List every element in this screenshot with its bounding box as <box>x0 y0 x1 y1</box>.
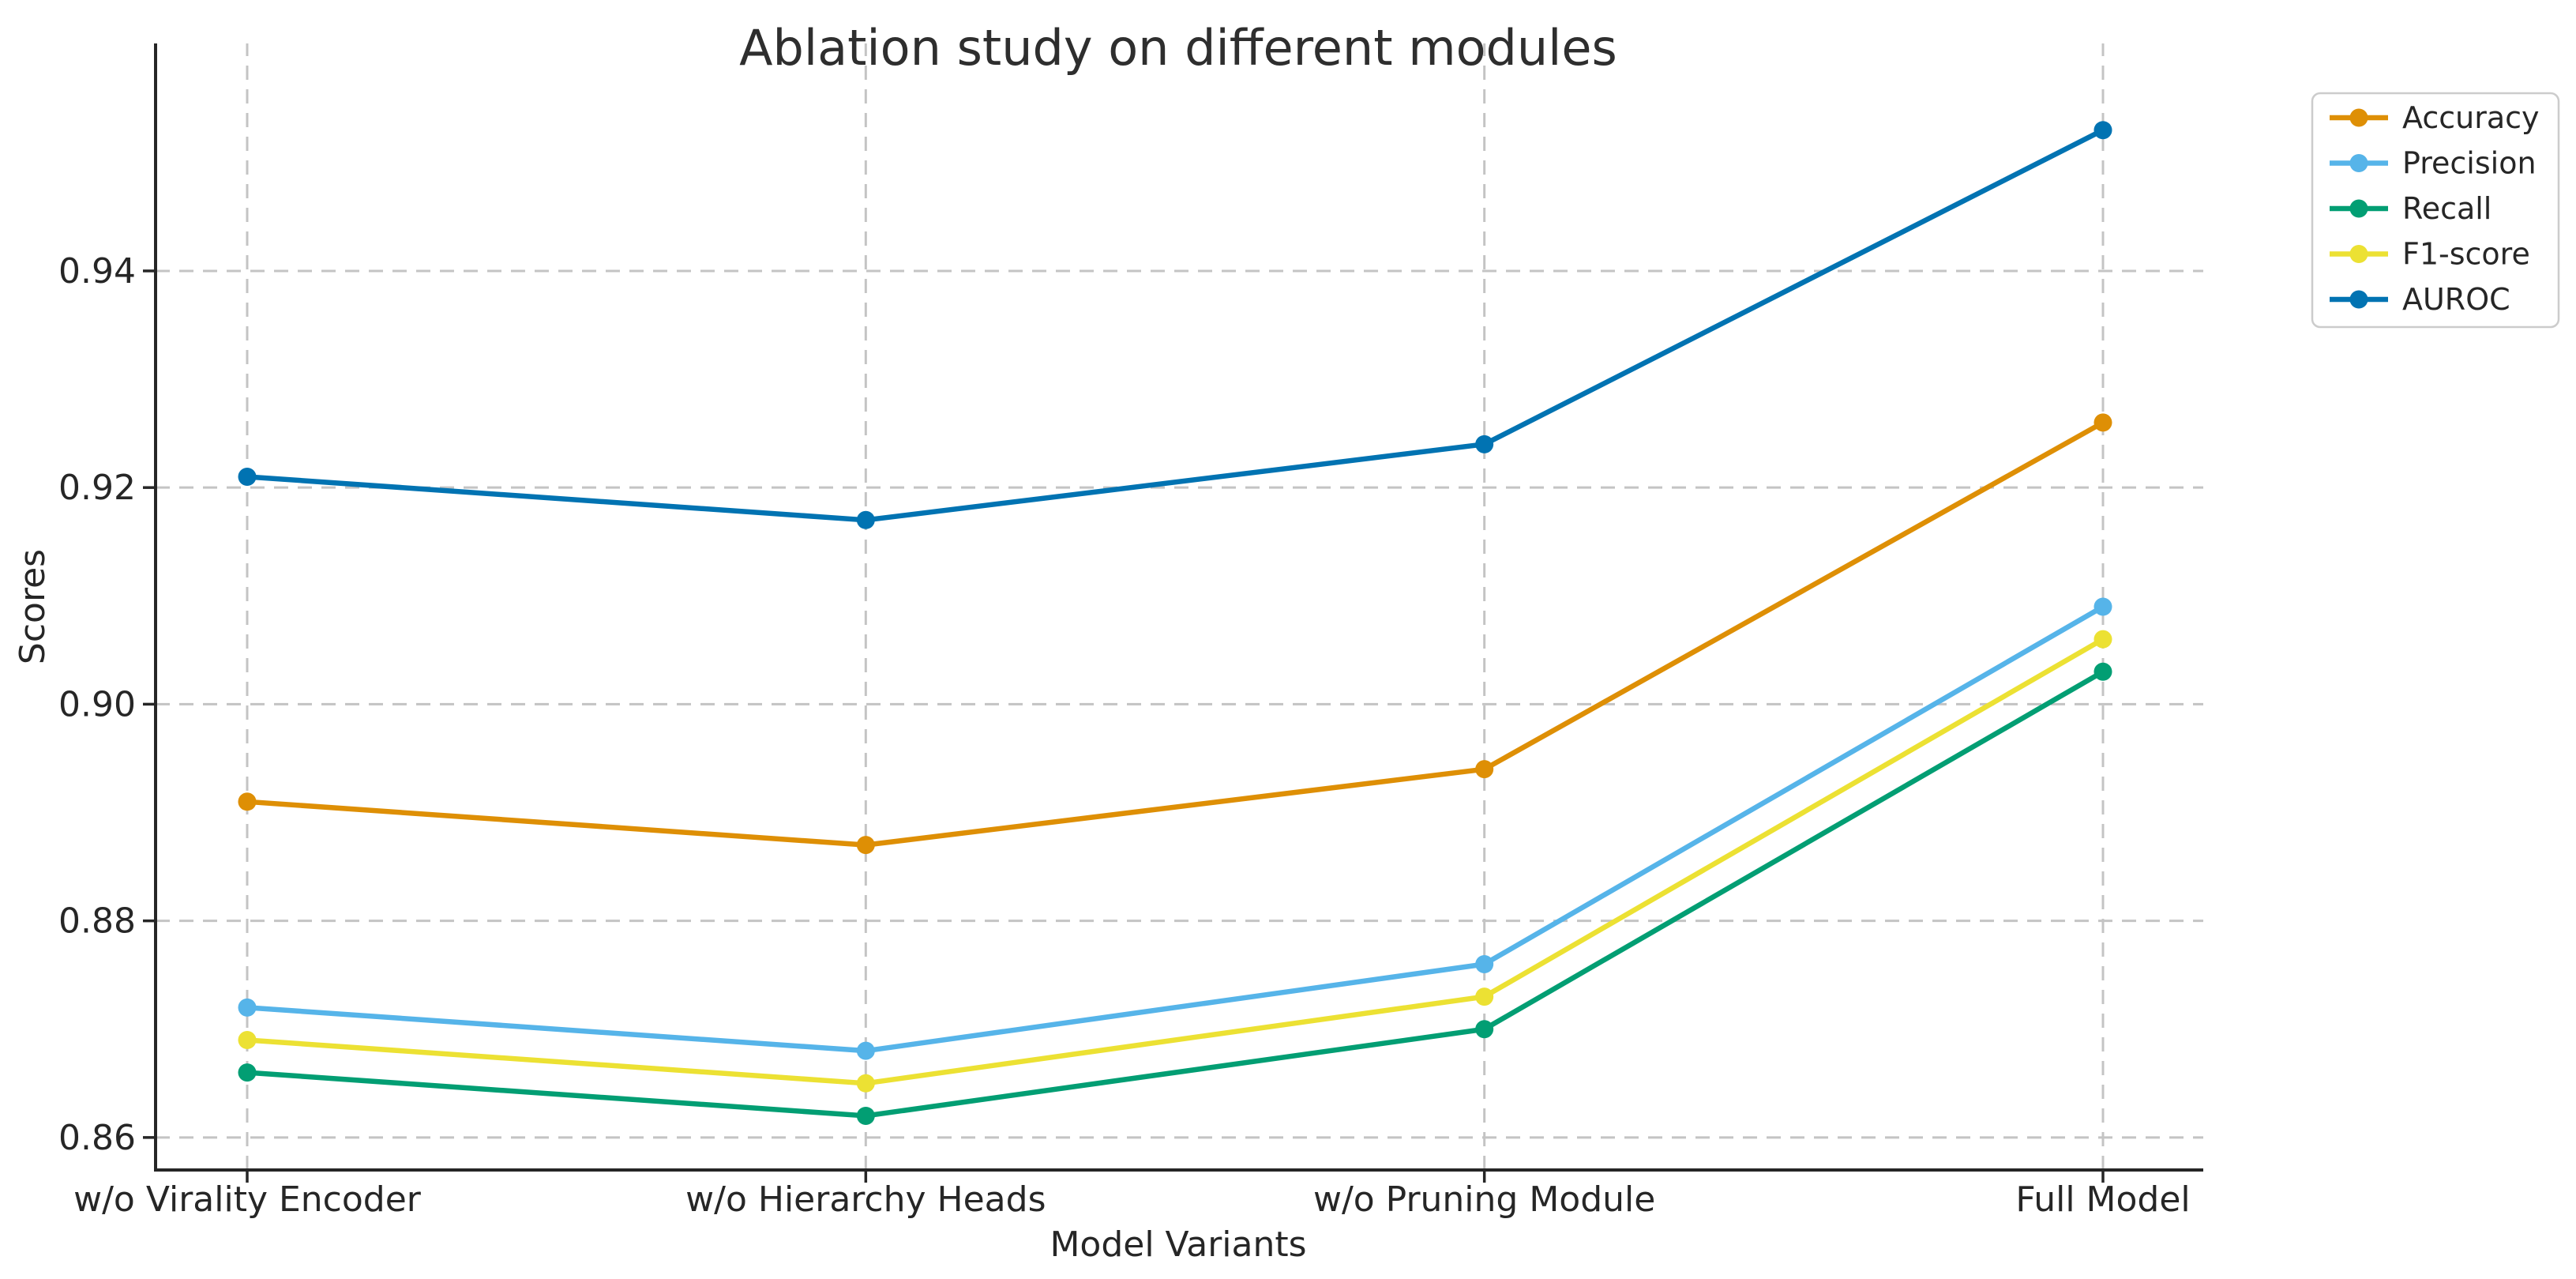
series-lines <box>238 121 2112 1125</box>
point-precision-4 <box>2093 597 2112 616</box>
y-tick-label-0.90: 0.90 <box>58 684 136 724</box>
point-f1-score-3 <box>1475 987 1494 1006</box>
x-tick-label-2: w/o Hierarchy Heads <box>685 1179 1046 1220</box>
legend-marker-dot-precision <box>2349 154 2368 172</box>
legend-box <box>2311 92 2560 329</box>
tick-labels: 0.86 0.88 0.90 0.92 0.94 w/o Virality Encoder… <box>58 251 2191 1220</box>
point-accuracy-3 <box>1475 760 1494 779</box>
point-accuracy-1 <box>238 792 257 811</box>
point-f1-score-4 <box>2093 630 2112 649</box>
legend-label-accuracy: Accuracy <box>2402 100 2540 135</box>
series-line-recall <box>246 669 2105 1119</box>
legend-label-f1-score: F1-score <box>2402 237 2530 272</box>
point-auroc-1 <box>238 467 257 486</box>
point-recall-4 <box>2093 662 2112 681</box>
series-line-f1-score <box>246 637 2105 1086</box>
y-tick-label-0.92: 0.92 <box>58 468 136 508</box>
y-axis-label: Scores <box>13 549 53 664</box>
point-f1-score-2 <box>856 1074 875 1093</box>
legend-marker-dot-accuracy <box>2349 108 2368 127</box>
point-recall-3 <box>1475 1020 1494 1039</box>
legend-label-precision: Precision <box>2402 146 2537 181</box>
point-accuracy-2 <box>856 836 875 855</box>
point-accuracy-4 <box>2093 413 2112 432</box>
chart-title: Ablation study on different modules <box>739 19 1617 77</box>
x-tick-label-3: w/o Pruning Module <box>1313 1179 1655 1220</box>
point-auroc-3 <box>1475 434 1494 453</box>
legend-label-auroc: AUROC <box>2402 282 2510 317</box>
point-precision-2 <box>856 1041 875 1060</box>
x-tick-label-4: Full Model <box>2015 1179 2190 1220</box>
x-tick-label-1: w/o Virality Encoder <box>73 1179 422 1220</box>
point-precision-3 <box>1475 954 1494 973</box>
legend-marker-dot-auroc <box>2349 290 2368 309</box>
legend: Accuracy Precision Recall F1-score AUROC <box>2311 92 2560 329</box>
y-tick-label-0.94: 0.94 <box>58 251 136 292</box>
point-f1-score-1 <box>238 1030 257 1049</box>
series-line-auroc <box>246 127 2105 523</box>
legend-label-recall: Recall <box>2402 191 2492 226</box>
y-tick-label-0.86: 0.86 <box>58 1118 136 1158</box>
point-recall-1 <box>238 1063 257 1082</box>
legend-marker-dot-f1-score <box>2349 245 2368 263</box>
axes <box>143 43 2203 1183</box>
series-line-accuracy <box>246 420 2105 848</box>
legend-marker-dot-recall <box>2349 199 2368 218</box>
point-precision-1 <box>238 998 257 1017</box>
point-auroc-2 <box>856 510 875 529</box>
point-recall-2 <box>856 1106 875 1125</box>
x-axis-label: Model Variants <box>1050 1224 1306 1265</box>
y-tick-label-0.88: 0.88 <box>58 901 136 942</box>
point-auroc-4 <box>2093 121 2112 140</box>
gridlines <box>156 43 2203 1170</box>
series-line-precision <box>246 604 2105 1054</box>
